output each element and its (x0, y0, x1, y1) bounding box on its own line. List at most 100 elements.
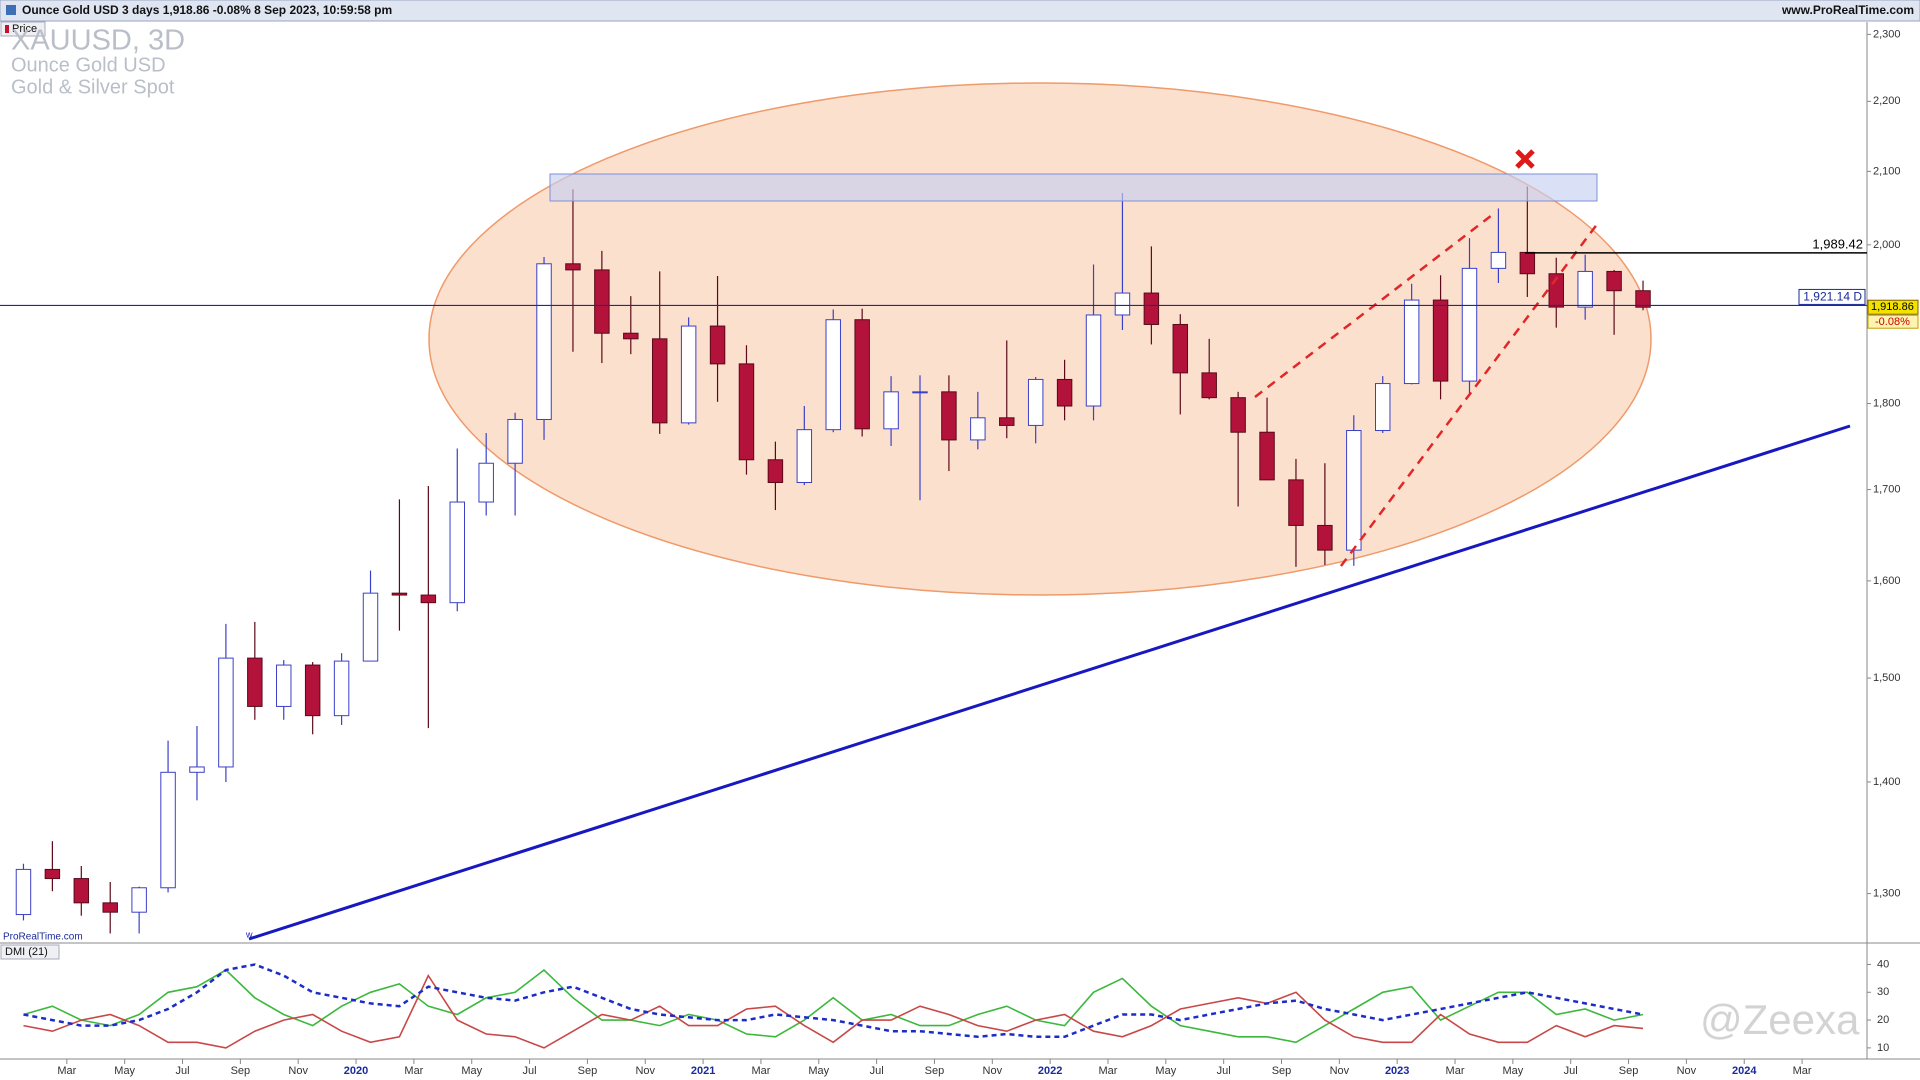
candle-body (1317, 524, 1333, 551)
x-tick-label: Sep (1272, 1065, 1292, 1077)
candle-body (1375, 383, 1391, 432)
candle-body (131, 887, 147, 913)
x-tick-label: Mar (751, 1065, 770, 1077)
candle-body (1346, 430, 1362, 551)
price-tab-icon (5, 25, 9, 33)
x-tick-label: Nov (1677, 1065, 1697, 1077)
x-tick-label: Nov (983, 1065, 1003, 1077)
candle-body (1230, 397, 1246, 433)
change-label: -0.08% (1875, 316, 1910, 328)
candle-body (1606, 270, 1622, 292)
title-text: Ounce Gold USD 3 days 1,918.86 -0.08% 8 … (22, 3, 392, 17)
candle-body (15, 868, 32, 916)
last-price-box (1867, 299, 1919, 315)
candle-body (1519, 251, 1536, 275)
dmi-tab[interactable] (0, 944, 60, 960)
x-tick-label: Mar (1099, 1065, 1118, 1077)
trend-anchor: w (245, 929, 253, 939)
candle-body (1172, 323, 1189, 374)
candle-body (999, 417, 1015, 426)
ellipse-drawing (428, 82, 1652, 596)
x-tick-label: 2022 (1038, 1065, 1062, 1077)
candle-body (218, 657, 234, 768)
x-tick-label: Jul (523, 1065, 537, 1077)
symbol: XAUUSD, 3D (11, 25, 185, 57)
x-tick-label: Sep (231, 1065, 251, 1077)
dmi-title: DMI (21) (5, 946, 48, 958)
candle-body (709, 325, 726, 365)
x-tick-label: 2024 (1732, 1065, 1757, 1077)
y-tick-label: 1,400 (1873, 776, 1901, 788)
price-tab[interactable] (0, 21, 46, 37)
x-tick-label: 2023 (1385, 1065, 1409, 1077)
x-tick-label: Nov (288, 1065, 308, 1077)
candle-body (73, 878, 90, 904)
candle-body (391, 592, 408, 596)
candle-body (478, 462, 494, 503)
candle-body (304, 664, 321, 717)
candle-body (594, 269, 610, 334)
x-tick-label: May (808, 1065, 829, 1077)
candle-body (738, 363, 755, 461)
x-tick-label: Nov (635, 1065, 655, 1077)
x-tick-label: 2020 (344, 1065, 368, 1077)
instrument-name: Ounce Gold USD (11, 54, 166, 76)
candle-body (1577, 270, 1593, 308)
candle-body (1432, 299, 1449, 382)
y-tick-label: 1,700 (1873, 483, 1901, 495)
candle-body (536, 263, 552, 420)
credit: ProRealTime.com (3, 932, 83, 943)
candle-body (680, 325, 697, 424)
price-tab-label: Price (12, 23, 37, 35)
candle-body (796, 429, 813, 484)
x-tick-label: Mar (1793, 1065, 1812, 1077)
x-tick-label: May (1155, 1065, 1176, 1077)
candle-body (1056, 378, 1073, 407)
y-tick-label: 2,200 (1873, 95, 1901, 107)
candle-body (883, 391, 899, 430)
x-tick-label: 2021 (691, 1065, 715, 1077)
candle-body (1461, 267, 1478, 382)
watermark: @Zeexa (1700, 996, 1860, 1043)
candle-body (507, 418, 523, 464)
channel-line (1339, 222, 1600, 567)
title-bar (0, 0, 1920, 22)
candle-body (1403, 299, 1420, 385)
x-tick-label: Mar (57, 1065, 76, 1077)
candle-body (1288, 479, 1304, 526)
candle-body (651, 338, 668, 424)
candle-body (189, 766, 205, 773)
candle-body (1201, 372, 1217, 399)
candle-body (1490, 251, 1507, 269)
channel-line (1254, 211, 1497, 398)
y-tick-label: 1,300 (1873, 887, 1901, 899)
x-tick-label: Sep (925, 1065, 945, 1077)
candle-body (941, 391, 957, 441)
candle-body (1143, 292, 1160, 325)
dmi-line (23, 963, 1644, 1039)
dmi-line (23, 973, 1644, 1049)
candle-body (565, 263, 581, 271)
candle-body (276, 664, 292, 707)
y-tick-label: 1,800 (1873, 397, 1901, 409)
candle-body (1114, 292, 1131, 316)
candle-body (825, 319, 841, 431)
y-tick-label: 1,600 (1873, 575, 1901, 587)
y-tick-label: 10 (1877, 1042, 1889, 1054)
x-tick-label: May (461, 1065, 482, 1077)
level-label: 1,989.42 (1812, 236, 1863, 251)
change-box (1867, 314, 1919, 329)
candle-body (420, 594, 437, 604)
last-price-label: 1,918.86 (1871, 301, 1914, 313)
candle-body (1635, 290, 1651, 308)
resistance-zone (549, 173, 1598, 202)
x-tick-label: Jul (1217, 1065, 1231, 1077)
site-link[interactable]: www.ProRealTime.com (1781, 3, 1914, 17)
level-label: 1,921.14 D (1803, 290, 1862, 304)
candle-body (623, 332, 639, 340)
market-name: Gold & Silver Spot (11, 76, 175, 98)
x-tick-label: Jul (1564, 1065, 1578, 1077)
level-box (1798, 288, 1866, 305)
candle-body (362, 592, 379, 662)
x-tick-label: May (114, 1065, 135, 1077)
